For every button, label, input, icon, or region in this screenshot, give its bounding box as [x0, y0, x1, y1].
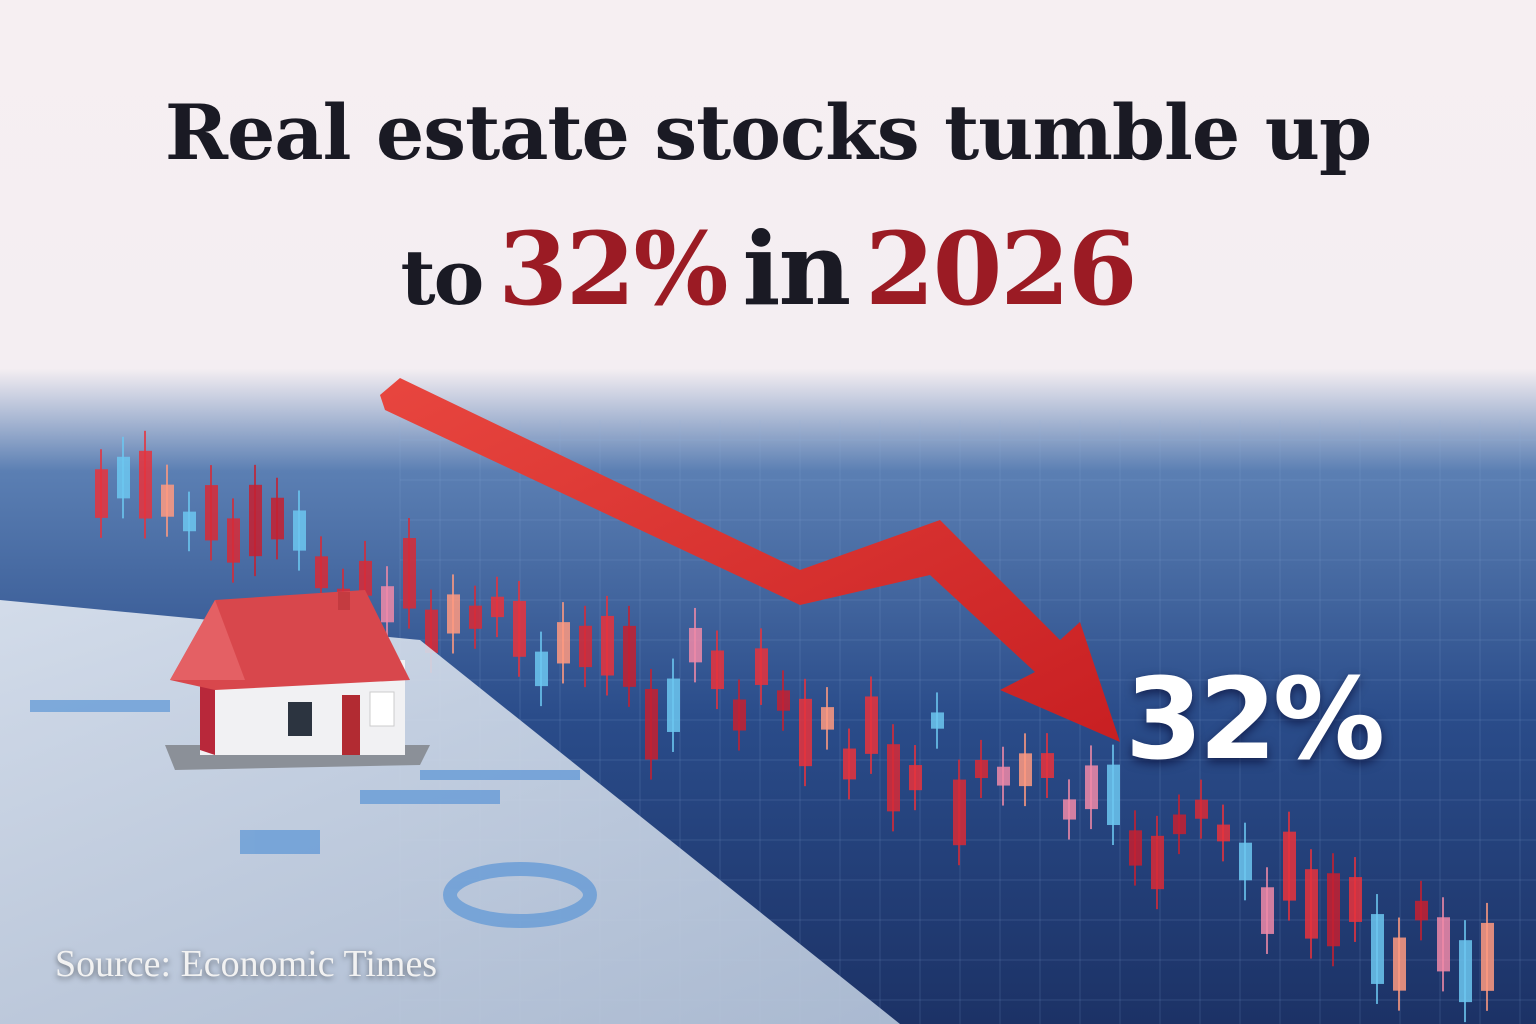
candle-body: [1393, 937, 1406, 991]
candle-body: [953, 779, 966, 846]
candle-body: [755, 648, 768, 685]
candle-body: [777, 690, 790, 711]
headline-line2: to 32% in 2026: [0, 210, 1536, 328]
candle-body: [623, 625, 636, 687]
candle-body: [1041, 753, 1054, 778]
candle-body: [667, 678, 680, 732]
candle-body: [1085, 765, 1098, 810]
candle-body: [645, 688, 658, 760]
candle-body: [425, 609, 438, 653]
candle-body: [1217, 824, 1230, 842]
candle-body: [183, 511, 196, 532]
source-credit: Source: Economic Times: [55, 943, 438, 985]
candle-body: [491, 596, 504, 618]
candlesticks: [95, 430, 1494, 1023]
candle-body: [227, 518, 240, 563]
candle-body: [1239, 842, 1252, 881]
candle-body: [689, 627, 702, 663]
candle-body: [865, 696, 878, 754]
candle-body: [1151, 835, 1164, 890]
candle-body: [271, 497, 284, 540]
candle-body: [1283, 831, 1296, 901]
candle-body: [887, 744, 900, 812]
candle-body: [1107, 764, 1120, 826]
candle-body: [205, 485, 218, 541]
candle-body: [95, 469, 108, 518]
candle-body: [1261, 887, 1274, 934]
candle-body: [1481, 922, 1494, 991]
candle-body: [843, 748, 856, 780]
candle-body: [315, 556, 328, 589]
candle-body: [359, 560, 372, 596]
candle-body: [733, 699, 746, 731]
candle-body: [447, 594, 460, 634]
candle-body: [1349, 877, 1362, 922]
candle-body: [1415, 900, 1428, 921]
candle-body: [161, 484, 174, 517]
candle-body: [909, 765, 922, 791]
headline-word: 2026: [865, 210, 1137, 328]
candle-body: [1459, 940, 1472, 1003]
headline-word: in: [742, 210, 851, 328]
candle-body: [557, 622, 570, 664]
headline-word: to: [400, 233, 484, 322]
candle-body: [469, 605, 482, 629]
candle-body: [1437, 917, 1450, 972]
house: [165, 590, 430, 770]
candle-body: [601, 615, 614, 676]
down-arrow: [380, 378, 1120, 742]
headline-word: 32%: [498, 210, 728, 328]
candle-body: [1195, 799, 1208, 819]
candle-body: [1327, 873, 1340, 947]
candle-body: [535, 651, 548, 687]
candle-body: [1129, 830, 1142, 866]
callout-percent: 32%: [1125, 655, 1385, 785]
candle-body: [293, 510, 306, 551]
grid: [399, 420, 1536, 1024]
candle-body: [117, 456, 130, 499]
candle-body: [381, 586, 394, 623]
candle-body: [579, 625, 592, 668]
paper-charts: [30, 700, 597, 928]
candle-body: [1173, 814, 1186, 835]
candle-body: [513, 600, 526, 657]
candle-body: [975, 759, 988, 779]
candle-body: [403, 538, 416, 609]
candle-body: [249, 484, 262, 557]
candle-body: [1371, 914, 1384, 984]
candle-body: [821, 707, 834, 730]
candle-body: [139, 450, 152, 519]
candle-body: [997, 766, 1010, 786]
candle-body: [1305, 869, 1318, 939]
candle-body: [711, 650, 724, 690]
candle-body: [799, 698, 812, 767]
candle-body: [1019, 753, 1032, 787]
candle-body: [931, 712, 944, 729]
candle-body: [1063, 799, 1076, 820]
headline-line1: Real estate stocks tumble up: [164, 88, 1372, 177]
